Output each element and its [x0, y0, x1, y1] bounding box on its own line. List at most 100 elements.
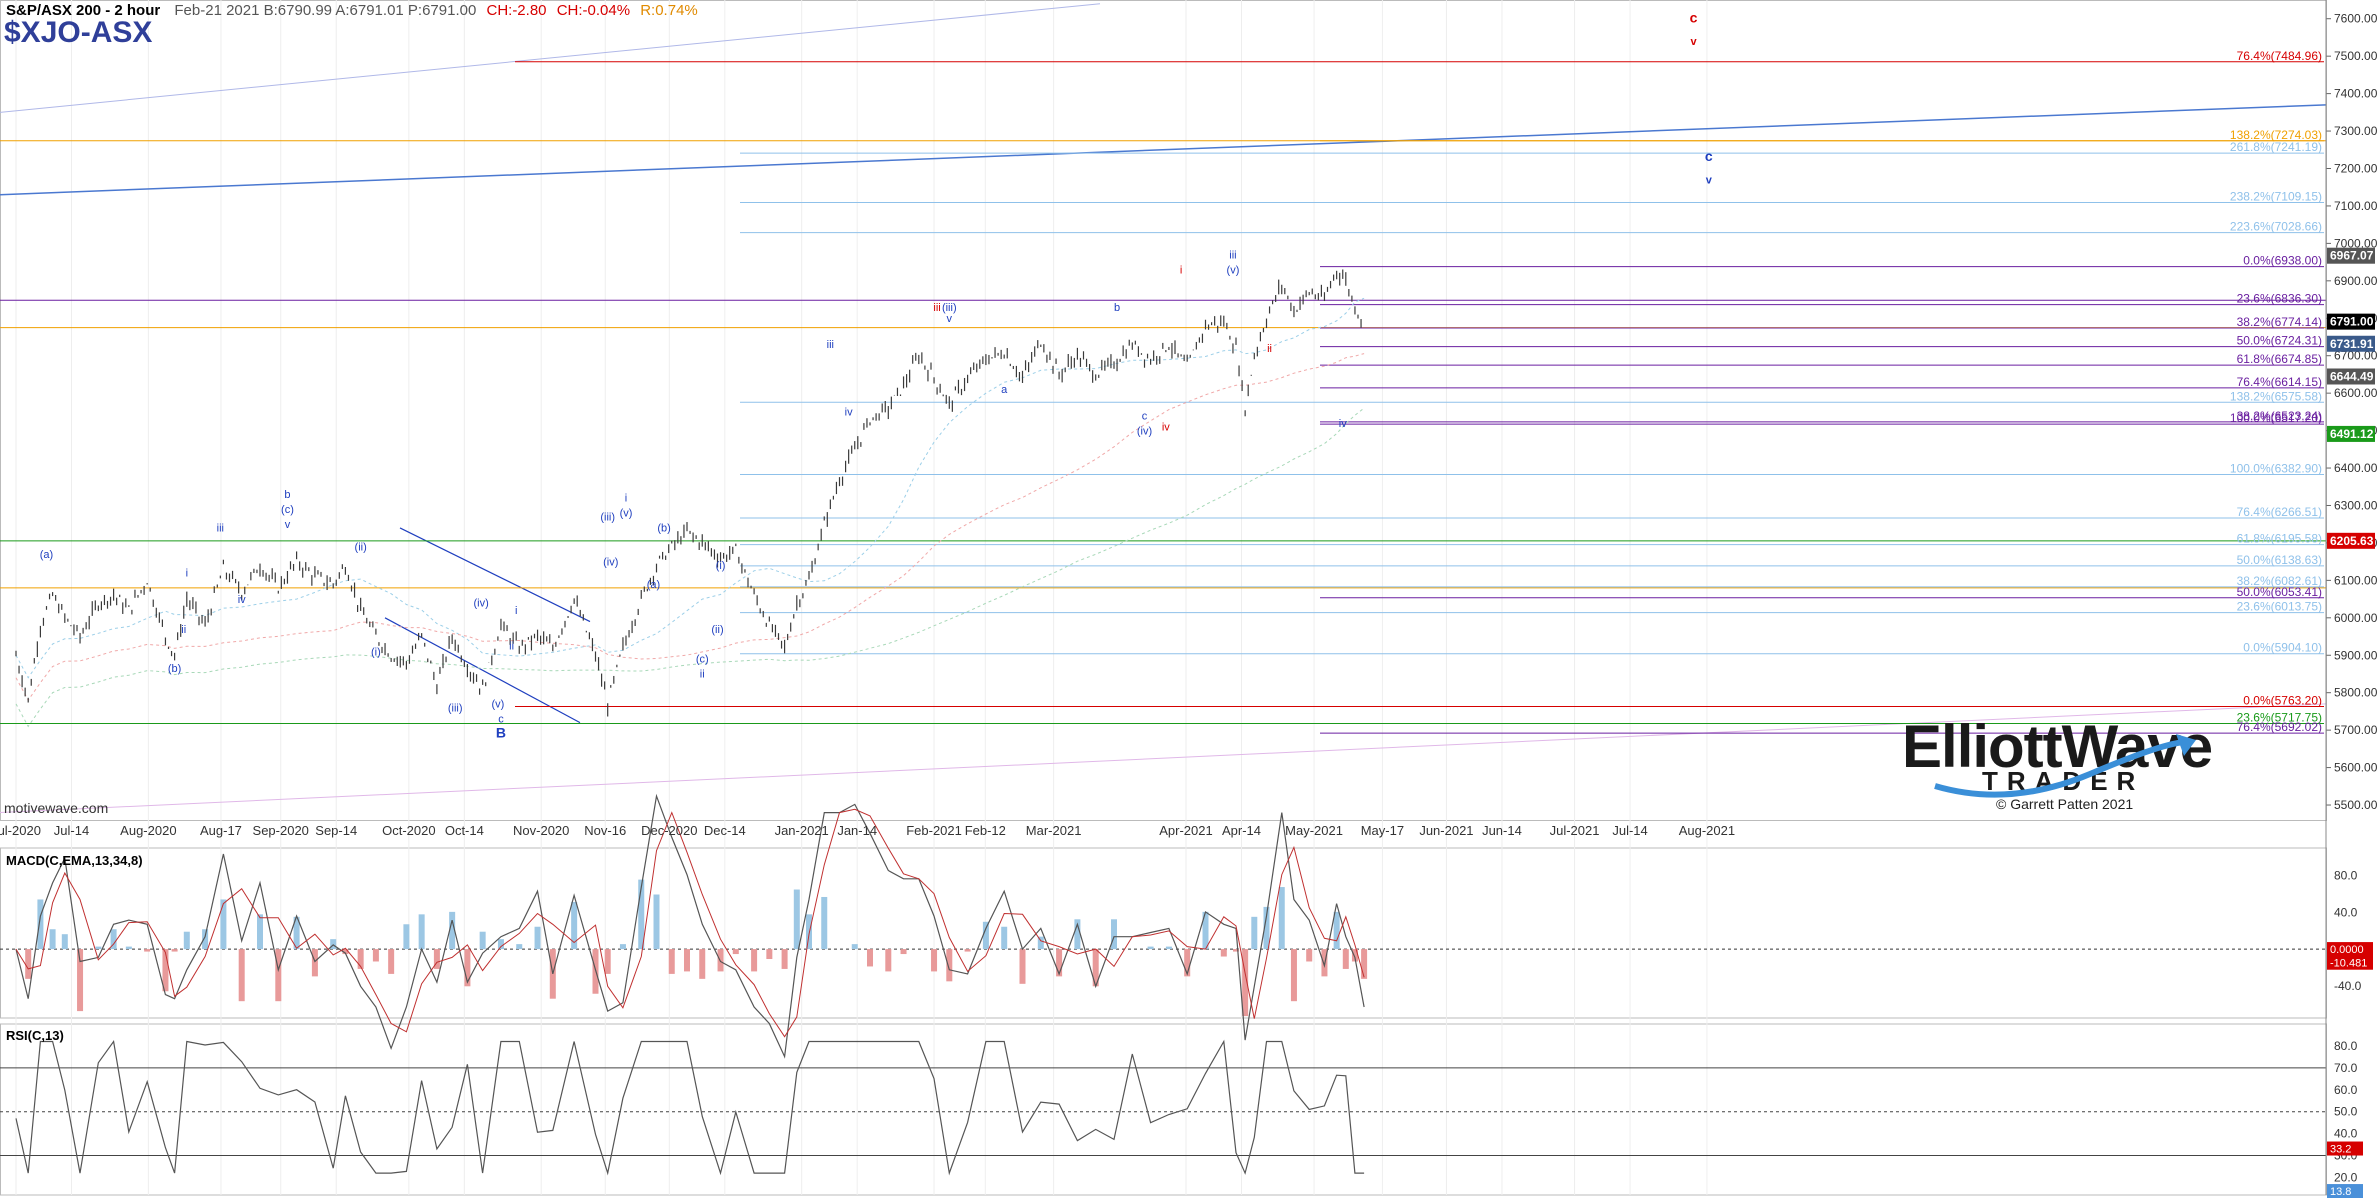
wave-label: i [515, 605, 517, 617]
fib-label: 23.6%(6836.30) [2237, 292, 2322, 306]
price-tag-label: 6967.07 [2330, 249, 2374, 263]
macd-histogram-bar [1342, 949, 1349, 969]
macd-histogram-bar [699, 949, 706, 979]
wave-label: (a) [40, 549, 53, 561]
macd-histogram-bar [964, 949, 971, 952]
macd-pane-border [0, 847, 2327, 1019]
x-tick-label: Apr-14 [1222, 823, 1261, 838]
y-tick-label: 7600.000 [2334, 12, 2377, 26]
trend-line-bottom [0, 703, 2327, 814]
y-tick-label: 7200.000 [2334, 161, 2377, 175]
macd-histogram-bar [202, 929, 209, 950]
macd-histogram-bar [1333, 911, 1340, 950]
y-tick-label: 7100.000 [2334, 199, 2377, 213]
macd-histogram-bar [821, 896, 828, 950]
wave-label: (iii) [600, 511, 615, 523]
macd-histogram-bar [418, 914, 425, 950]
x-tick-label: Oct-14 [445, 823, 484, 838]
wave-label: b [284, 489, 290, 501]
x-tick-label: Aug-2021 [1679, 823, 1735, 838]
macd-histogram-bar [604, 949, 611, 974]
wave-label: ii [1267, 343, 1272, 355]
macd-histogram-bar [144, 949, 151, 952]
wave-label: b [1114, 302, 1120, 314]
wave-label: (c) [696, 654, 709, 666]
wave-label: (iv) [473, 598, 488, 610]
wave-label: iii [1229, 249, 1236, 261]
macd-histogram-bar [1220, 949, 1227, 957]
wave-label: (b) [657, 523, 670, 535]
wave-label: c [498, 714, 504, 726]
macd-histogram-bar [433, 949, 440, 969]
x-tick-label: Sep-2020 [253, 823, 309, 838]
range-pct: R:0.74% [640, 2, 698, 19]
logo-swoosh [1934, 734, 2196, 798]
macd-histogram-bar [125, 946, 132, 950]
price-tag-box [2327, 335, 2375, 352]
x-tick-label: Dec-2020 [641, 823, 697, 838]
price-tag-label: 6791.00 [2330, 315, 2374, 329]
macd-tag-label: -10.481 [2330, 958, 2367, 970]
macd-histogram-bar [781, 949, 788, 969]
x-tick-label: Aug-17 [200, 823, 242, 838]
price-tag-label: 6731.91 [2330, 337, 2374, 351]
fib-label: 50.0%(6053.41) [2237, 585, 2322, 599]
macd-histogram-bar [49, 929, 56, 950]
logo-line2: TRADER [1982, 766, 2145, 796]
macd-histogram-bar [1056, 949, 1063, 977]
macd-histogram-bar [372, 949, 379, 962]
wave-label: c [1705, 148, 1713, 164]
macd-y-tick: -40.0 [2334, 979, 2362, 993]
macd-histogram-bar [275, 949, 282, 1002]
price-tag-box [2327, 313, 2375, 330]
wave-label: v [285, 519, 291, 531]
y-tick-label: 7000.000 [2334, 236, 2377, 250]
macd-histogram-bar [1351, 949, 1358, 962]
macd-histogram-bar [342, 949, 349, 955]
symbol-title: S&P/ASX 200 - 2 hour [6, 2, 161, 19]
fib-label: 100.0%(6382.90) [2230, 461, 2322, 475]
macd-histogram-bar [571, 901, 578, 950]
y-tick-label: 5600.000 [2334, 761, 2377, 775]
rsi-y-tick: 80.0 [2334, 1039, 2358, 1053]
macd-histogram-bar [330, 939, 337, 950]
wave-label: ii [509, 641, 514, 653]
macd-histogram-bar [220, 899, 227, 950]
wave-label: iv [845, 407, 853, 419]
x-tick-label: Apr-2021 [1159, 823, 1212, 838]
fib-label: 0.0%(5763.20) [2243, 693, 2322, 707]
rsi-y-tick: 50.0 [2334, 1105, 2358, 1119]
macd-histogram-bar [1111, 919, 1117, 950]
macd-histogram-bar [357, 949, 364, 969]
macd-histogram-bar [885, 949, 892, 972]
wave-label: (v) [491, 699, 504, 711]
macd-histogram-bar [293, 916, 300, 950]
y-tick-label: 5900.000 [2334, 648, 2377, 662]
macd-histogram-bar [25, 949, 32, 979]
price-tag-label: 6644.49 [2330, 369, 2374, 383]
x-tick-label: Jul-2020 [0, 823, 41, 838]
macd-histogram-bar [37, 899, 44, 950]
wedge-line-lower [384, 617, 581, 724]
x-tick-label: Jul-14 [1612, 823, 1647, 838]
wave-label: (v) [620, 508, 633, 520]
wedge-line-upper [399, 527, 591, 623]
macd-histogram-bar [1278, 887, 1285, 950]
fib-label: 23.6%(5717.75) [2237, 710, 2322, 724]
price-pane-border [0, 0, 2327, 821]
macd-histogram-bar [751, 949, 758, 972]
macd-histogram-bar [638, 879, 645, 950]
fib-label: 0.0%(5904.10) [2243, 641, 2322, 655]
macd-histogram-bar [668, 949, 675, 974]
wave-label: (ii) [711, 624, 723, 636]
logo-copyright: © Garrett Patten 2021 [1996, 796, 2134, 812]
elliottwave-logo: ElliottWave TRADER © Garrett Patten 2021 [1900, 712, 2213, 822]
fib-label: 50.0%(6724.31) [2237, 334, 2322, 348]
macd-histogram-bar [1242, 949, 1249, 1017]
x-tick-label: Feb-12 [965, 823, 1006, 838]
macd-histogram-bar [171, 949, 178, 952]
wave-label: i [625, 493, 627, 505]
price-tag-box [2327, 368, 2375, 385]
macd-histogram-bar [766, 949, 773, 960]
x-tick-label: Jan-14 [837, 823, 877, 838]
